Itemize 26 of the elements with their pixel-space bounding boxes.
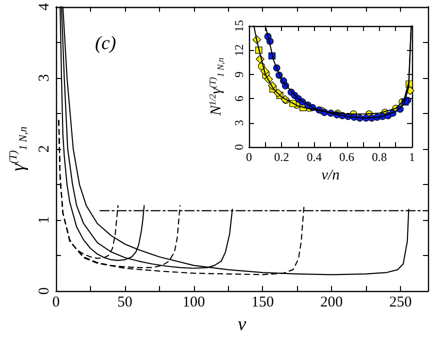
annotation: (c): [95, 33, 116, 54]
x-tick-label: 1: [409, 150, 415, 164]
y-tick-label: 12: [232, 44, 246, 56]
y-tick-label: 2: [36, 145, 52, 153]
y-tick-label: 9: [232, 71, 246, 78]
x-tick-label: 250: [389, 294, 412, 310]
y-tick-label: 3: [36, 74, 52, 82]
x-tick-label: 0.8: [372, 150, 387, 164]
x-axis-title: v: [238, 314, 247, 335]
y-axis-title: γ(T)1 N,n: [8, 126, 30, 172]
x-tick-label: 0.4: [306, 150, 322, 164]
y-tick-label: 0: [36, 287, 52, 295]
y-tick-label: 0: [232, 144, 246, 150]
x-axis-title: v/n: [321, 168, 340, 184]
x-tick-label: 150: [251, 294, 274, 310]
y-axis-title: N1/2γ(T)1 N,n: [208, 57, 226, 117]
x-tick-label: 100: [182, 294, 206, 310]
x-tick-label: 200: [320, 294, 343, 310]
x-tick-label: 0.6: [339, 150, 354, 164]
y-tick-label: 6: [232, 96, 246, 102]
y-tick-label: 4: [36, 2, 52, 10]
x-tick-label: 0.2: [274, 150, 290, 164]
y-tick-label: 15: [232, 20, 246, 32]
x-tick-label: 50: [117, 294, 132, 310]
y-tick-label: 1: [36, 216, 52, 224]
y-tick-label: 3: [232, 120, 246, 126]
